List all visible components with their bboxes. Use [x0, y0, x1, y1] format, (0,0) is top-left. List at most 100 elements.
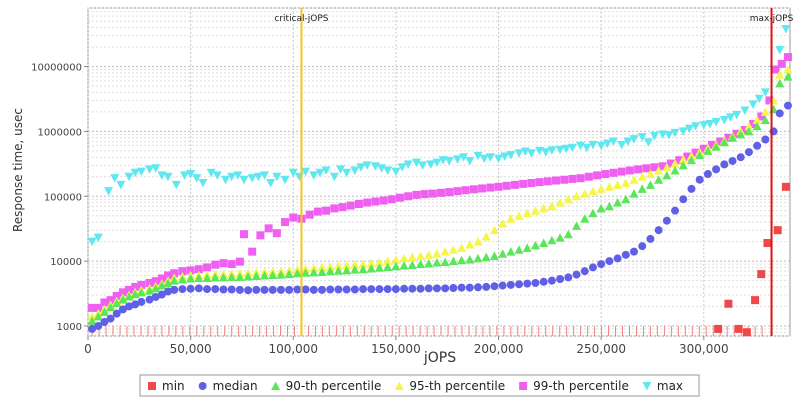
data-point [136, 287, 146, 297]
data-point [461, 186, 470, 195]
data-point [437, 188, 446, 197]
data-point [375, 285, 384, 294]
legend-item: 95-th percentile [394, 379, 505, 393]
data-point [596, 141, 606, 151]
data-point [411, 158, 421, 168]
data-point [642, 164, 651, 173]
data-point [186, 170, 196, 179]
y-tick-label: 10000 [50, 257, 82, 268]
data-point [163, 172, 173, 182]
data-point [305, 210, 314, 219]
data-point [645, 169, 655, 179]
data-point [629, 175, 639, 184]
data-point [266, 179, 276, 188]
data-point [695, 150, 705, 160]
data-point [724, 299, 733, 308]
data-point [654, 165, 664, 175]
data-point [588, 140, 598, 150]
data-point [763, 239, 772, 248]
data-point [761, 135, 770, 144]
series-min [714, 182, 790, 337]
data-point [630, 247, 638, 256]
data-point [465, 254, 475, 264]
data-point [371, 197, 380, 206]
axes: 0 50,000 100,000 150,000 200,000 250,000 300,0… [31, 63, 729, 356]
data-point [448, 245, 458, 254]
data-point [765, 96, 774, 105]
legend-label: 95-th percentile [409, 379, 505, 393]
data-point [783, 53, 792, 62]
data-point [260, 285, 269, 294]
data-point [227, 172, 237, 182]
data-point [366, 263, 376, 273]
legend-label: min [162, 379, 185, 393]
y-tick-label: 1000 [57, 322, 82, 333]
data-point [350, 166, 360, 175]
data-point [186, 284, 195, 293]
data-point [650, 163, 659, 172]
data-point [481, 231, 491, 241]
data-point [342, 285, 351, 294]
data-point [666, 159, 675, 168]
data-point [112, 298, 122, 308]
data-point [432, 258, 442, 267]
series-99-th-percentile [88, 53, 792, 312]
legend-item: 90-th percentile [271, 379, 381, 393]
x-tick-label: 0 [84, 342, 92, 356]
data-point [151, 292, 160, 301]
data-point [494, 182, 503, 191]
data-point [317, 267, 327, 276]
data-point [227, 272, 237, 281]
data-point [486, 183, 495, 192]
data-point [621, 250, 630, 259]
data-point [432, 249, 442, 258]
data-point [350, 260, 360, 269]
data-point [522, 208, 532, 218]
data-point [309, 171, 319, 180]
data-point [399, 261, 409, 270]
data-point [530, 240, 540, 250]
data-point [383, 262, 393, 272]
data-point [601, 170, 610, 179]
data-point [440, 247, 450, 256]
data-points [87, 24, 793, 337]
data-point [752, 115, 762, 124]
legend-label: median [213, 379, 258, 393]
data-point [194, 284, 203, 293]
data-point [539, 277, 548, 286]
data-point [527, 179, 536, 188]
data-point [465, 156, 475, 166]
data-point [775, 70, 785, 79]
data-point [563, 194, 573, 204]
data-point [732, 110, 742, 120]
data-point [106, 314, 115, 323]
data-point [212, 171, 222, 180]
data-point [164, 287, 173, 296]
y-tick-label: 10000000 [31, 63, 82, 74]
data-point [502, 181, 511, 190]
data-point [506, 151, 516, 160]
data-point [547, 235, 557, 245]
data-point [186, 273, 196, 283]
data-point [110, 174, 120, 183]
data-point [151, 283, 161, 293]
data-point [318, 285, 326, 294]
data-point [198, 179, 208, 188]
data-point [783, 72, 793, 81]
data-point [272, 229, 281, 238]
data-point [457, 283, 466, 292]
data-point [744, 121, 754, 131]
data-point [662, 170, 672, 180]
data-point [719, 115, 729, 125]
data-point [613, 254, 622, 263]
data-point [515, 280, 524, 289]
data-point [602, 139, 612, 149]
data-point [104, 187, 114, 196]
marker-label: max-jOPS [750, 14, 794, 24]
data-point [683, 152, 692, 161]
data-point [391, 167, 401, 177]
data-point [530, 206, 540, 215]
data-point [757, 270, 766, 279]
data-point [276, 285, 285, 294]
legend-swatch [271, 381, 281, 390]
